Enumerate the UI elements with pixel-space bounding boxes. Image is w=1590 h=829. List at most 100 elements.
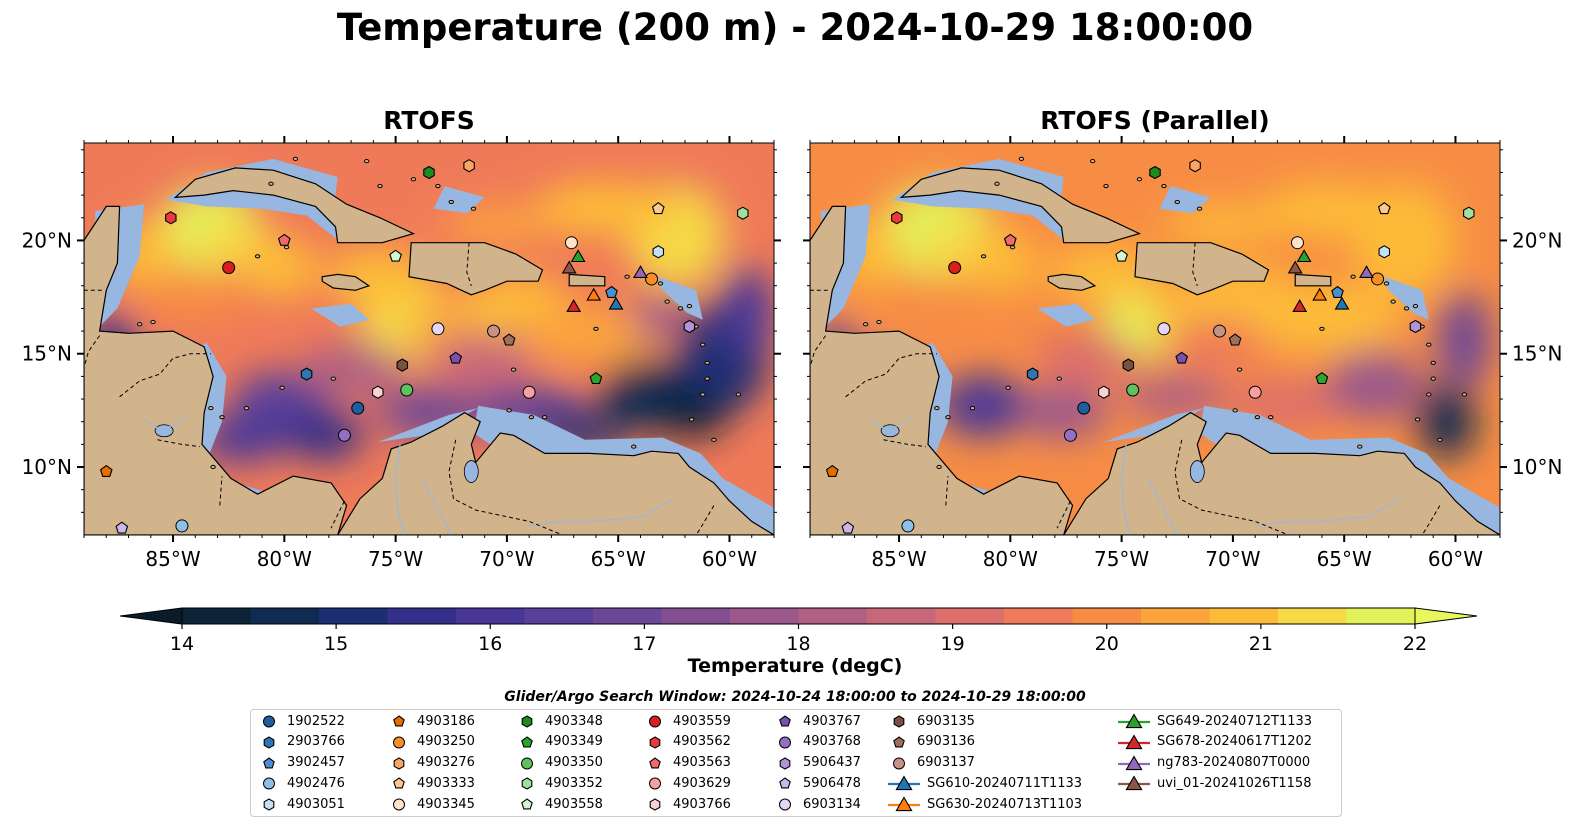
small-island (1232, 408, 1238, 413)
small-island (1161, 183, 1167, 189)
small-island (1009, 245, 1016, 250)
small-island (1089, 159, 1096, 164)
pentagon-marker-icon (779, 777, 791, 789)
lake (1189, 460, 1205, 483)
pentagon-marker-icon (393, 715, 405, 727)
circle-marker-icon (393, 798, 405, 811)
lon-tick-label: 75°W (1094, 547, 1149, 571)
legend-swatch (649, 715, 661, 728)
small-island (1430, 360, 1436, 365)
platform-marker-ng783-20240807t0000 (633, 265, 648, 278)
legend-item: 6903135 (887, 711, 975, 731)
country-border (330, 500, 345, 529)
platform-marker-4903345 (564, 236, 578, 250)
colorbar-tick-label: 16 (478, 633, 502, 655)
pentagon-marker-icon (393, 777, 405, 789)
small-island (268, 181, 274, 186)
pentagon-marker-icon (521, 736, 533, 748)
small-island (876, 319, 882, 325)
legend-item: 4903559 (643, 711, 731, 731)
platform-marker-uvi_01-20241026t1158 (1287, 260, 1303, 274)
temperature-patch (1121, 374, 1229, 420)
legend-label: 5906437 (803, 755, 861, 771)
pentagon-marker-icon (263, 756, 275, 769)
lon-tick-label: 80°W (983, 547, 1038, 571)
platform-marker-ng783-20240807t0000 (1359, 265, 1374, 278)
small-island (980, 254, 987, 259)
legend-swatch (393, 736, 405, 749)
small-island (936, 464, 942, 470)
legend-label: 4903051 (287, 796, 345, 812)
legend-swatch (521, 736, 533, 748)
legend-label: 4903348 (545, 713, 603, 729)
hexagon-marker-icon (393, 756, 405, 770)
hexagon-marker-icon (263, 736, 275, 749)
legend-swatch (1125, 754, 1143, 770)
legend-swatch (779, 756, 791, 770)
legend-swatch (779, 777, 791, 789)
legend-swatch (893, 757, 905, 770)
figure-title: Temperature (200 m) - 2024-10-29 18:00:0… (336, 6, 1254, 49)
land-mass (408, 242, 544, 296)
small-island (945, 415, 951, 420)
small-island (150, 319, 156, 325)
legend-label: ng783-20240807T0000 (1157, 755, 1311, 771)
platform-marker-4903276 (1189, 159, 1201, 173)
triangle-line-marker-icon (888, 775, 920, 791)
temperature-patch (440, 206, 556, 243)
panel-frame (83, 142, 775, 536)
legend-label: 6903134 (803, 796, 861, 812)
circle-marker-icon (393, 736, 405, 749)
small-island (1005, 385, 1011, 390)
colorbar-tick-label: 17 (632, 633, 656, 655)
legend-item: 4903349 (515, 732, 603, 752)
temperature-patch (1417, 385, 1476, 458)
platform-marker-uvi_01-20241026t1158 (561, 260, 577, 274)
shelf-area (377, 408, 478, 443)
platform-marker-6903134 (431, 322, 445, 336)
legend-item: ng783-20240807T0000 (1117, 753, 1310, 773)
shelf-area (1159, 186, 1211, 214)
colorbar-segment (524, 608, 594, 624)
platform-marker-6903137 (1213, 324, 1227, 338)
colorbar-extend-low (119, 607, 183, 625)
river (1255, 498, 1401, 527)
temperature-patch (1019, 385, 1109, 440)
small-island (704, 360, 710, 365)
platform-marker-4902476 (901, 519, 915, 533)
legend-item: 4903250 (387, 732, 475, 752)
colorbar: 14 15 16 17 18 19 20 21 22 (119, 607, 1478, 655)
temperature-patch (1259, 183, 1403, 239)
river (1147, 478, 1178, 535)
legend-swatch (263, 777, 275, 790)
legend-label: 4903767 (803, 713, 861, 729)
small-island (210, 464, 216, 470)
small-island (1319, 326, 1325, 331)
small-island (593, 326, 599, 331)
legend-label: 4903352 (545, 775, 603, 791)
platform-marker-3902457 (605, 285, 618, 298)
legend-item: 4903333 (387, 773, 475, 793)
river (1120, 444, 1132, 535)
small-island (330, 376, 336, 381)
legend-label: 1902522 (287, 713, 345, 729)
colorbar-segment (661, 608, 731, 624)
legend-item: SG649-20240712T1133 (1117, 711, 1312, 731)
temperature-patch (867, 274, 971, 329)
platform-marker-sg630-20240713t1103 (1312, 287, 1328, 301)
river (869, 416, 913, 432)
colorbar-segment (182, 608, 251, 624)
platform-marker-sg610-20240711t1133 (608, 296, 624, 310)
circle-marker-icon (649, 715, 661, 728)
small-island (1196, 206, 1203, 211)
platform-marker-4903345 (1290, 236, 1304, 250)
platform-marker-4903629 (522, 385, 536, 399)
platform-marker-sg649-20240712t1133 (570, 249, 586, 263)
legend-item: 4903051 (257, 794, 345, 814)
country-border (84, 335, 101, 368)
platform-marker-6903135 (1122, 358, 1135, 372)
small-island (934, 406, 940, 411)
lon-tick-label: 80°W (257, 547, 312, 571)
small-island (1430, 376, 1436, 381)
small-island (1018, 156, 1025, 161)
